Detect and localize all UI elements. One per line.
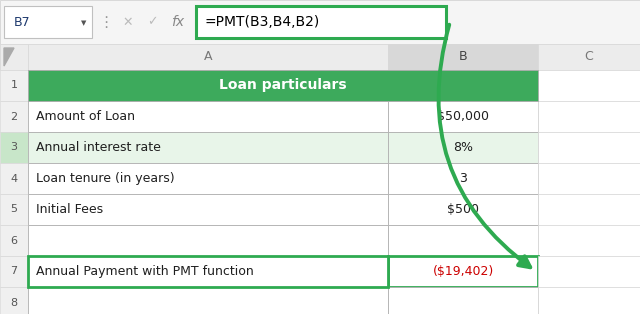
Text: $500: $500 — [447, 203, 479, 216]
Bar — [0, 256, 28, 287]
Bar — [538, 101, 640, 132]
Text: B7: B7 — [14, 15, 31, 29]
Text: Annual interest rate: Annual interest rate — [36, 141, 161, 154]
Text: 4: 4 — [10, 174, 17, 183]
Text: 8%: 8% — [453, 141, 473, 154]
Bar — [28, 287, 388, 314]
Text: Annual Payment with PMT function: Annual Payment with PMT function — [36, 265, 253, 278]
Text: Amount of Loan: Amount of Loan — [36, 110, 135, 123]
Text: B: B — [459, 51, 467, 63]
Text: C: C — [584, 51, 593, 63]
Bar — [0, 70, 28, 101]
Bar — [28, 256, 388, 287]
Text: Loan particulars: Loan particulars — [219, 78, 347, 93]
Text: $50,000: $50,000 — [437, 110, 489, 123]
Bar — [538, 287, 640, 314]
Text: 8: 8 — [10, 297, 17, 307]
Bar — [0, 101, 28, 132]
Text: ✕: ✕ — [123, 15, 133, 29]
Bar — [538, 70, 640, 101]
Text: 5: 5 — [10, 204, 17, 214]
Bar — [388, 225, 538, 256]
Bar — [196, 6, 446, 38]
Text: Initial Fees: Initial Fees — [36, 203, 103, 216]
Bar — [0, 132, 28, 163]
Text: ($19,402): ($19,402) — [433, 265, 493, 278]
Bar — [28, 101, 388, 132]
Bar — [0, 44, 640, 70]
Bar — [538, 163, 640, 194]
Bar — [28, 132, 388, 163]
Text: 7: 7 — [10, 267, 17, 277]
Bar — [0, 225, 28, 256]
Bar — [0, 287, 28, 314]
Text: ✓: ✓ — [147, 15, 157, 29]
Bar — [28, 194, 388, 225]
Bar — [0, 194, 28, 225]
Bar — [388, 163, 538, 194]
Text: ▼: ▼ — [81, 20, 86, 26]
Bar — [28, 70, 538, 101]
Text: Annual Payment with PMT function: Annual Payment with PMT function — [36, 265, 253, 278]
Text: Loan tenure (in years): Loan tenure (in years) — [36, 172, 175, 185]
Bar — [388, 194, 538, 225]
Bar — [28, 44, 388, 70]
Bar — [28, 163, 388, 194]
Bar — [28, 225, 388, 256]
Text: =PMT(B3,B4,B2): =PMT(B3,B4,B2) — [204, 15, 319, 29]
Bar — [538, 44, 640, 70]
Text: 6: 6 — [10, 236, 17, 246]
Bar — [0, 44, 28, 70]
Bar — [28, 70, 388, 101]
Text: 3: 3 — [10, 143, 17, 153]
Bar — [388, 132, 538, 163]
Text: 1: 1 — [10, 80, 17, 90]
Bar — [538, 132, 640, 163]
Text: A: A — [204, 51, 212, 63]
Text: ⋮: ⋮ — [99, 14, 114, 30]
Bar — [388, 256, 538, 287]
Text: 2: 2 — [10, 111, 17, 122]
Bar — [28, 256, 388, 287]
Bar — [388, 44, 538, 70]
Text: fx: fx — [172, 15, 184, 29]
Polygon shape — [4, 48, 14, 66]
Bar — [388, 101, 538, 132]
Bar — [0, 163, 28, 194]
Bar — [388, 70, 538, 101]
Bar — [538, 256, 640, 287]
Bar — [538, 194, 640, 225]
Bar — [388, 287, 538, 314]
Bar — [4, 6, 92, 38]
Bar — [538, 225, 640, 256]
Bar — [0, 0, 640, 44]
Text: 3: 3 — [459, 172, 467, 185]
